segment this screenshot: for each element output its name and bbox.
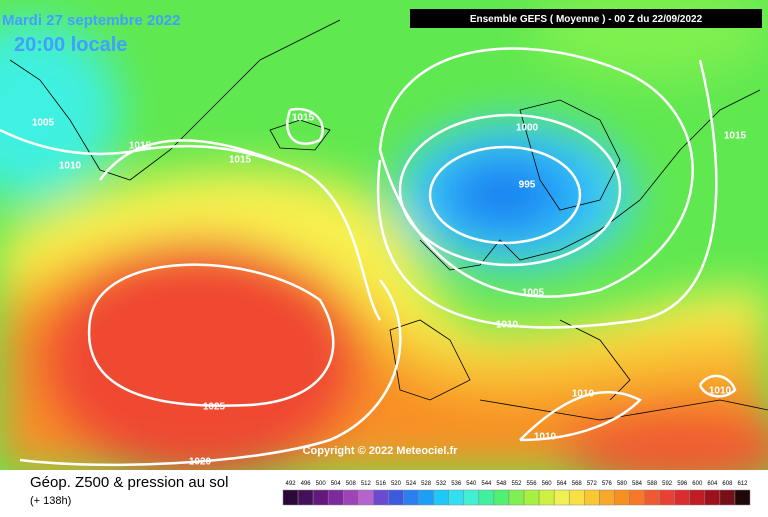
legend-label: 596	[677, 481, 688, 487]
isobar-label: 1015	[229, 155, 252, 166]
coastlines	[9, 19, 768, 421]
legend-swatch	[343, 489, 359, 506]
legend-swatch	[282, 489, 299, 506]
legend-label: 600	[692, 481, 703, 487]
legend-swatch	[614, 489, 630, 506]
legend-label: 536	[451, 481, 462, 487]
legend-swatch	[734, 489, 751, 506]
legend-label: 528	[421, 481, 432, 487]
isobar-label: 1025	[203, 402, 226, 413]
legend-swatch	[312, 489, 329, 506]
legend-swatch	[674, 489, 690, 506]
isobar-label: 1010	[572, 389, 595, 400]
legend-label: 552	[511, 481, 522, 487]
legend-label: 580	[617, 481, 628, 487]
lead-time: (+ 138h)	[30, 495, 71, 507]
legend-label: 496	[301, 481, 312, 487]
legend-swatch	[644, 489, 660, 506]
legend-label: 500	[316, 481, 327, 487]
isobar-label: 1010	[534, 432, 557, 443]
isobar-label: 995	[519, 180, 536, 191]
footer-title: Géop. Z500 & pression au sol	[30, 474, 228, 491]
legend-label: 544	[481, 481, 492, 487]
legend-label: 520	[391, 481, 402, 487]
legend-swatch	[448, 489, 465, 506]
legend-swatch	[508, 489, 525, 506]
legend-label: 588	[647, 481, 658, 487]
legend-swatch	[689, 489, 706, 506]
legend-swatch	[418, 489, 434, 506]
legend-swatch	[358, 489, 374, 506]
run-info: Ensemble GEFS ( Moyenne ) - 00 Z du 22/0…	[470, 14, 703, 25]
legend-label: 604	[707, 481, 718, 487]
legend-label: 608	[722, 481, 733, 487]
map: 1005 1010 1015 1015 1015 1000 995 1015 1005 1010 1…	[0, 0, 768, 490]
legend-label: 572	[587, 481, 598, 487]
legend-swatch	[388, 489, 404, 506]
legend-swatch	[433, 489, 449, 506]
date: Mardi 27 septembre 2022	[2, 12, 180, 29]
legend-swatch	[297, 489, 314, 506]
legend-swatch	[538, 489, 555, 506]
isobar-label: 1010	[59, 161, 82, 172]
time: 20:00 locale	[14, 34, 127, 56]
isobar-label: 1015	[129, 141, 152, 152]
legend-label: 492	[286, 481, 297, 487]
legend: 492 496 500 504 508 512 516 520 524 528 532 536 540 5…	[282, 481, 751, 506]
legend-swatch	[553, 489, 570, 506]
legend-swatch	[659, 489, 675, 506]
legend-label: 512	[361, 481, 372, 487]
legend-swatch	[478, 489, 495, 506]
legend-label: 504	[331, 481, 342, 487]
legend-label: 524	[406, 481, 417, 487]
legend-label: 592	[662, 481, 673, 487]
isobar-label: 1010	[496, 320, 519, 331]
legend-swatch	[327, 489, 344, 506]
legend-label: 548	[496, 481, 507, 487]
run-box	[410, 9, 762, 28]
isobar-label: 1005	[522, 288, 545, 299]
legend-swatch	[584, 489, 600, 506]
legend-label: 556	[527, 481, 538, 487]
legend-swatch	[629, 489, 645, 506]
legend-swatch	[523, 489, 540, 506]
legend-label: 516	[376, 481, 387, 487]
copyright: Copyright © 2022 Meteociel.fr	[303, 445, 459, 457]
isobar-label: 1020	[189, 457, 212, 468]
legend-label: 584	[632, 481, 643, 487]
legend-label: 568	[572, 481, 583, 487]
legend-label: 612	[737, 481, 748, 487]
legend-swatch	[704, 489, 721, 506]
legend-label: 560	[542, 481, 553, 487]
legend-swatch	[493, 489, 510, 506]
legend-swatch	[373, 489, 389, 506]
legend-label: 540	[466, 481, 477, 487]
legend-label: 508	[346, 481, 357, 487]
legend-label: 532	[436, 481, 447, 487]
isobars	[0, 47, 737, 467]
isobar-labels: 1005 1010 1015 1015 1015 1000 995 1015 1005 1010 1…	[32, 113, 747, 468]
legend-label: 576	[602, 481, 613, 487]
legend-swatch	[568, 489, 585, 506]
legend-swatch	[719, 489, 736, 506]
isobar-label: 1005	[32, 118, 55, 129]
legend-swatch	[403, 489, 419, 506]
isobar-label: 1015	[292, 113, 315, 124]
legend-swatch	[599, 489, 615, 506]
isobar-label: 1015	[724, 131, 747, 142]
isobar-label: 1010	[709, 386, 732, 397]
isobar-label: 1000	[516, 123, 539, 134]
legend-swatch	[463, 489, 480, 506]
legend-label: 564	[557, 481, 568, 487]
